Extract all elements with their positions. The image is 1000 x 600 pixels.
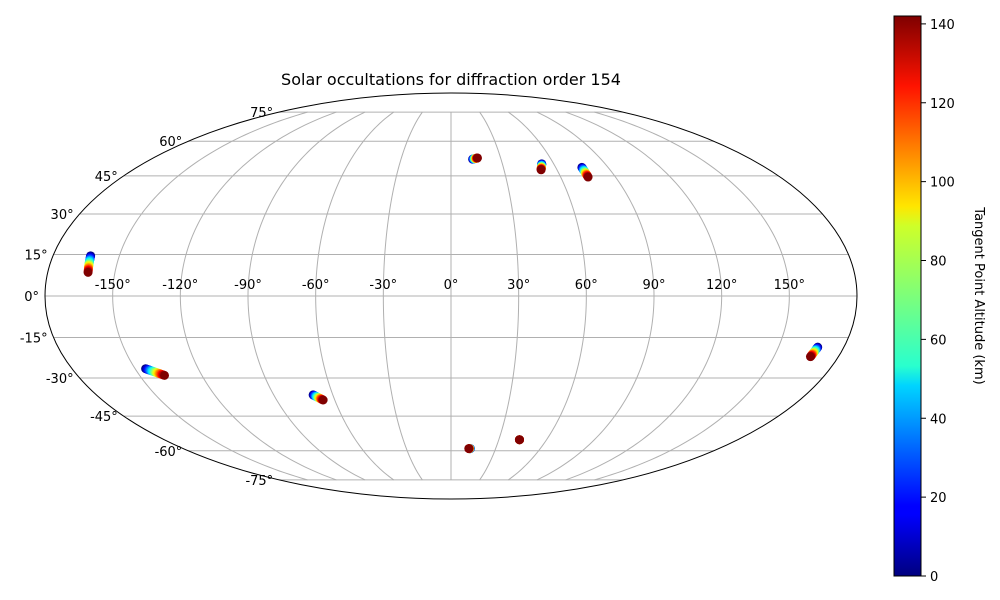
lon-tick-label: -120° — [162, 278, 198, 293]
lon-tick-label: 60° — [575, 278, 598, 293]
colorbar-tick-label: 60 — [930, 333, 947, 348]
lon-tick-label: 30° — [507, 278, 530, 293]
colorbar-tick-label: 0 — [930, 570, 938, 585]
longitude-gridline — [507, 111, 587, 481]
lon-tick-label: -90° — [234, 278, 262, 293]
lon-tick-label: 120° — [706, 278, 737, 293]
lat-tick-label: 0° — [24, 290, 39, 305]
colorbar-gradient — [893, 15, 922, 577]
map-grid — [45, 111, 857, 481]
lon-tick-label: -30° — [369, 278, 397, 293]
lat-tick-label: 75° — [250, 106, 273, 121]
colorbar-tick-label: 140 — [930, 18, 955, 33]
longitude-gridline — [594, 111, 790, 481]
longitude-gridline — [479, 111, 520, 481]
occultation-point — [472, 153, 482, 163]
longitude-gridline — [247, 111, 366, 481]
colorbar-tick-label: 100 — [930, 176, 955, 191]
occultation-point — [318, 395, 328, 405]
occultation-point — [536, 165, 546, 175]
chart-title: Solar occultations for diffraction order… — [281, 70, 621, 89]
occultation-point — [514, 435, 524, 445]
lat-tick-label: -30° — [46, 372, 74, 387]
longitude-gridline — [112, 111, 308, 481]
lat-tick-label: 45° — [95, 170, 118, 185]
longitude-gridline — [536, 111, 655, 481]
longitude-gridline — [382, 111, 423, 481]
longitude-tick-labels: -150° -120° -90° -60° -30° 0° 30° 60° 90… — [95, 278, 805, 293]
occultation-point — [583, 172, 593, 182]
lon-tick-label: 0° — [444, 278, 459, 293]
latitude-tick-labels: 75° 60° 45° 30° 15° 0° -15° -30° -45° -6… — [20, 106, 273, 489]
colorbar-ticks: 0 20 40 60 80 100 120 140 — [921, 18, 955, 585]
colorbar-tick-label: 20 — [930, 491, 947, 506]
lat-tick-label: 60° — [159, 135, 182, 150]
occultation-point — [805, 352, 815, 362]
lat-tick-label: 30° — [51, 208, 74, 223]
colorbar-label: Tangent Point Altitude (km) — [971, 206, 986, 384]
occultation-point — [464, 444, 474, 454]
longitude-gridline — [565, 111, 723, 481]
lat-tick-label: -75° — [245, 474, 273, 489]
lon-tick-label: 150° — [774, 278, 805, 293]
occultation-point — [160, 370, 170, 380]
lon-tick-label: -60° — [302, 278, 330, 293]
lat-tick-label: -45° — [90, 410, 118, 425]
lat-tick-label: -15° — [20, 332, 48, 347]
lon-tick-label: -150° — [95, 278, 131, 293]
lat-tick-label: -60° — [155, 445, 183, 460]
occultation-point — [83, 267, 93, 277]
data-points — [83, 153, 823, 454]
colorbar: 0 20 40 60 80 100 120 140 Tangent Point … — [893, 15, 986, 585]
map-outline — [44, 92, 858, 500]
longitude-gridline — [315, 111, 395, 481]
lon-tick-label: 90° — [642, 278, 665, 293]
longitude-gridline — [179, 111, 337, 481]
map-boundary — [44, 92, 858, 500]
lat-tick-label: 15° — [25, 248, 48, 263]
colorbar-tick-label: 40 — [930, 412, 947, 427]
colorbar-tick-label: 120 — [930, 97, 955, 112]
colorbar-tick-label: 80 — [930, 255, 947, 270]
